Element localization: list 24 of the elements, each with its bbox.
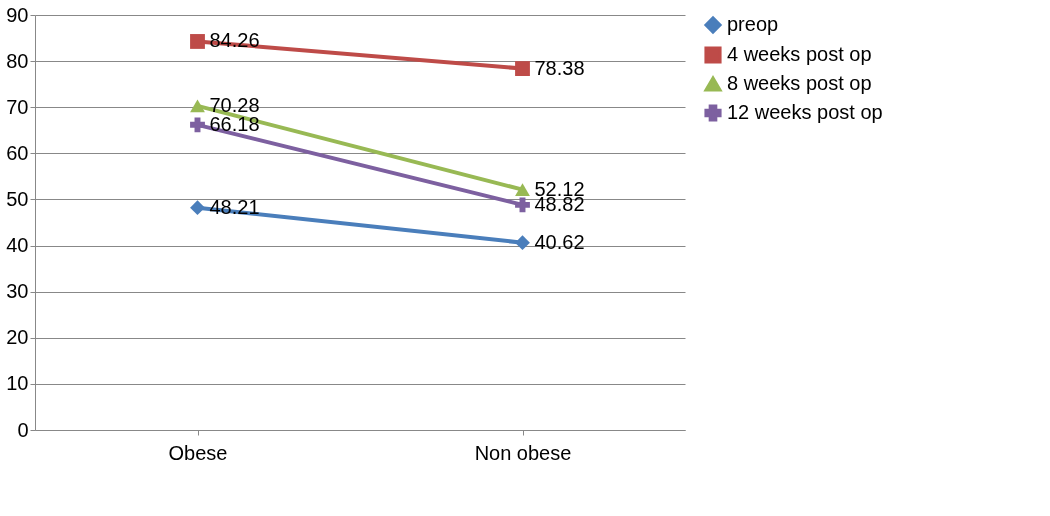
point [190, 34, 205, 49]
point [515, 61, 530, 76]
y-tick-label: 70 [6, 95, 29, 118]
point [190, 200, 205, 216]
x-tick-label: Obese [168, 441, 228, 464]
y-tick-label: 60 [6, 141, 29, 164]
legend-label: preop [727, 13, 779, 35]
y-tick-label: 80 [6, 49, 29, 72]
data-label: 40.62 [534, 230, 585, 253]
data-label: 78.38 [534, 56, 585, 79]
point [190, 117, 205, 133]
point [515, 197, 530, 213]
y-tick-label: 90 [6, 3, 29, 26]
x-tick-label: Non obese [474, 441, 572, 464]
legend-label: 12 weeks post op [727, 101, 883, 123]
legend-label: 8 weeks post op [727, 72, 872, 94]
point [515, 235, 530, 251]
y-tick-label: 0 [17, 418, 29, 441]
legend-label: 4 weeks post op [727, 43, 872, 65]
y-tick-label: 10 [6, 372, 29, 395]
y-tick-label: 20 [6, 326, 29, 349]
y-tick-label: 30 [6, 280, 29, 303]
y-tick-label: 50 [6, 187, 29, 210]
y-tick-label: 40 [6, 234, 29, 257]
